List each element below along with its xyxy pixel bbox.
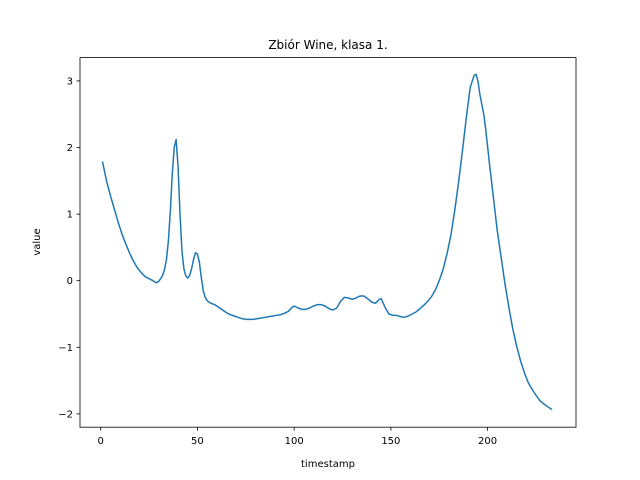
- x-tick-label: 200: [478, 436, 497, 447]
- y-tick-label: 3: [67, 76, 73, 87]
- x-tick-label: 150: [381, 436, 400, 447]
- x-axis: 0 50 100 150 200: [98, 427, 497, 447]
- x-tick-label: 50: [191, 436, 204, 447]
- y-tick-label: 1: [67, 210, 73, 221]
- plot-area: [101, 73, 553, 410]
- x-axis-label: timestamp: [301, 459, 355, 470]
- y-tick-label: 2: [67, 143, 73, 154]
- y-tick-label: −1: [58, 343, 73, 354]
- x-tick-label: 0: [98, 436, 104, 447]
- y-axis: −2 −1 0 1 2 3: [58, 76, 80, 420]
- chart-title: Zbiór Wine, klasa 1.: [268, 38, 387, 52]
- y-tick-label: −2: [58, 409, 73, 420]
- plot-frame: [79, 57, 577, 428]
- y-tick-label: 0: [67, 276, 73, 287]
- x-tick-label: 100: [285, 436, 304, 447]
- y-axis-label: value: [32, 228, 43, 255]
- series-line: [101, 73, 553, 410]
